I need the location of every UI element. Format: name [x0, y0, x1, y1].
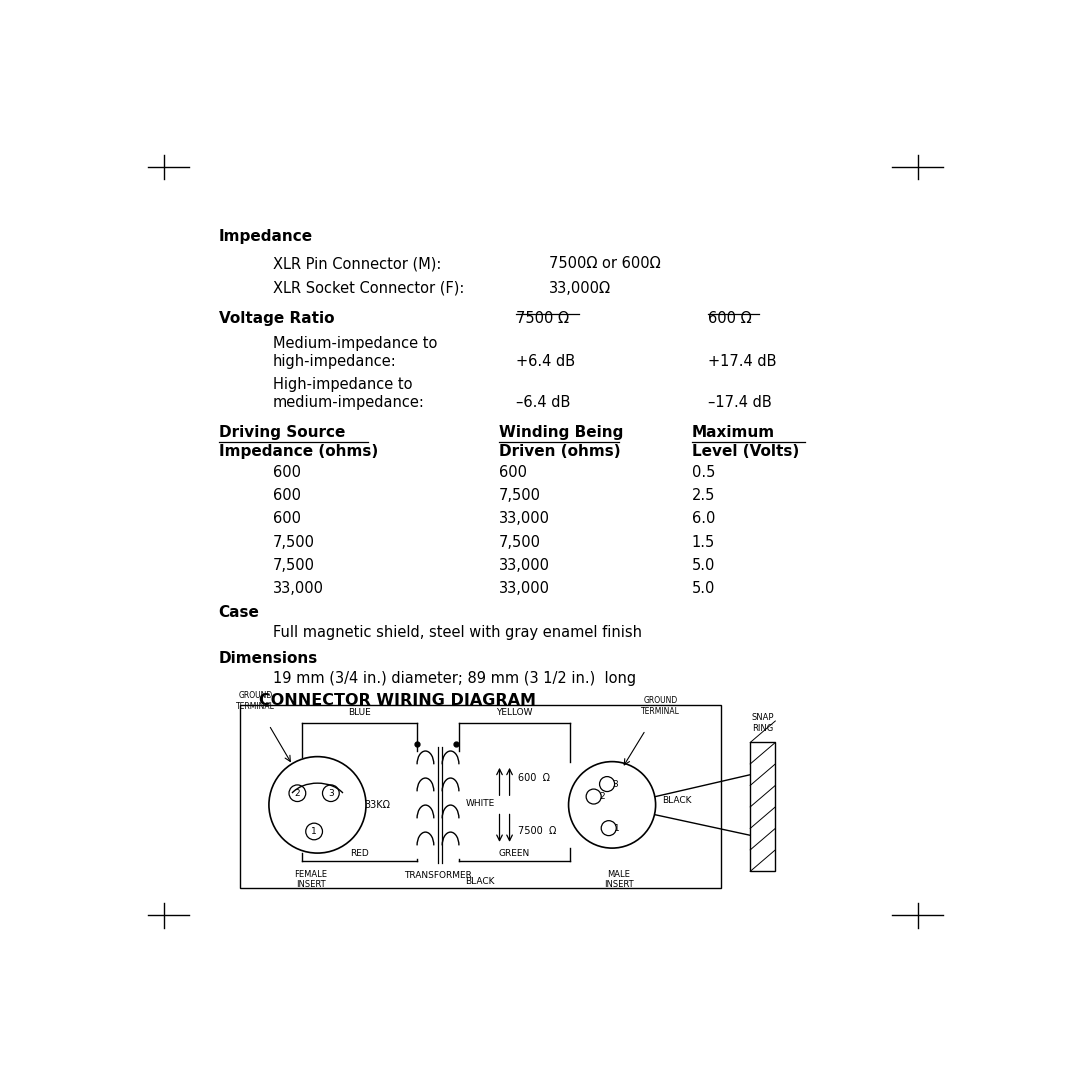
Text: +17.4 dB: +17.4 dB: [708, 354, 777, 369]
Text: GREEN: GREEN: [499, 849, 530, 859]
Text: FEMALE
INSERT: FEMALE INSERT: [294, 869, 327, 889]
Text: 2.5: 2.5: [691, 488, 715, 503]
Text: 7,500: 7,500: [273, 535, 315, 550]
Text: Full magnetic shield, steel with gray enamel finish: Full magnetic shield, steel with gray en…: [273, 625, 643, 640]
Text: 7500Ω or 600Ω: 7500Ω or 600Ω: [550, 256, 661, 271]
Text: 33KΩ: 33KΩ: [364, 800, 390, 810]
Text: High-impedance to: High-impedance to: [273, 377, 413, 392]
Text: 1: 1: [615, 824, 620, 833]
Text: 3: 3: [328, 788, 334, 798]
Text: SNAP
RING: SNAP RING: [752, 713, 774, 732]
Text: Driving Source: Driving Source: [218, 424, 346, 440]
Text: 2: 2: [599, 792, 605, 801]
Text: 1: 1: [311, 827, 318, 836]
Text: XLR Socket Connector (F):: XLR Socket Connector (F):: [273, 281, 464, 296]
Text: Winding Being: Winding Being: [499, 424, 623, 440]
Text: 7500  Ω: 7500 Ω: [518, 826, 556, 837]
Text: 0.5: 0.5: [691, 464, 715, 480]
Text: Medium-impedance to: Medium-impedance to: [273, 336, 437, 351]
Text: 600: 600: [499, 464, 527, 480]
Text: 600: 600: [273, 464, 301, 480]
Text: 600 Ω: 600 Ω: [708, 311, 752, 326]
Text: 5.0: 5.0: [691, 581, 715, 596]
Text: Case: Case: [218, 605, 259, 620]
Text: Impedance: Impedance: [218, 229, 313, 244]
Text: CONNECTOR WIRING DIAGRAM: CONNECTOR WIRING DIAGRAM: [259, 693, 536, 708]
Text: Level (Volts): Level (Volts): [691, 444, 799, 459]
Text: 33,000: 33,000: [499, 511, 550, 526]
Bar: [240, 705, 721, 888]
Text: Driven (ohms): Driven (ohms): [499, 444, 621, 459]
Text: 7,500: 7,500: [499, 488, 541, 503]
Text: 7,500: 7,500: [273, 558, 315, 572]
Text: BLUE: BLUE: [349, 707, 372, 717]
Text: high-impedance:: high-impedance:: [273, 354, 396, 369]
Text: medium-impedance:: medium-impedance:: [273, 395, 426, 410]
Text: Impedance (ohms): Impedance (ohms): [218, 444, 378, 459]
Text: Dimensions: Dimensions: [218, 651, 318, 666]
Bar: [751, 742, 775, 872]
Text: WHITE: WHITE: [465, 799, 495, 808]
Text: 5.0: 5.0: [691, 558, 715, 572]
Text: 7,500: 7,500: [499, 535, 541, 550]
Text: 6.0: 6.0: [691, 511, 715, 526]
Text: RED: RED: [350, 849, 369, 859]
Text: MALE
INSERT: MALE INSERT: [604, 869, 634, 889]
Text: 33,000: 33,000: [499, 581, 550, 596]
Text: BLACK: BLACK: [662, 796, 692, 806]
Text: TRANSFORMER: TRANSFORMER: [404, 870, 472, 880]
Text: 600: 600: [273, 488, 301, 503]
Text: +6.4 dB: +6.4 dB: [516, 354, 575, 369]
Text: 33,000: 33,000: [273, 581, 324, 596]
Text: Voltage Ratio: Voltage Ratio: [218, 311, 334, 326]
Text: –17.4 dB: –17.4 dB: [708, 395, 772, 410]
Text: GROUND
TERMINAL: GROUND TERMINAL: [237, 691, 275, 711]
Text: –6.4 dB: –6.4 dB: [516, 395, 570, 410]
Text: 2: 2: [295, 788, 300, 798]
Text: Maximum: Maximum: [691, 424, 774, 440]
Text: GROUND
TERMINAL: GROUND TERMINAL: [642, 697, 680, 716]
Text: 7500 Ω: 7500 Ω: [516, 311, 569, 326]
Text: 600  Ω: 600 Ω: [518, 773, 550, 783]
Text: XLR Pin Connector (M):: XLR Pin Connector (M):: [273, 256, 442, 271]
Text: 19 mm (3/4 in.) diameter; 89 mm (3 1/2 in.)  long: 19 mm (3/4 in.) diameter; 89 mm (3 1/2 i…: [273, 671, 636, 686]
Text: 1.5: 1.5: [691, 535, 715, 550]
Text: 33,000Ω: 33,000Ω: [550, 281, 611, 296]
Text: 600: 600: [273, 511, 301, 526]
Text: 3: 3: [612, 780, 619, 788]
Text: 33,000: 33,000: [499, 558, 550, 572]
Text: YELLOW: YELLOW: [497, 707, 532, 717]
Text: BLACK: BLACK: [465, 877, 495, 886]
